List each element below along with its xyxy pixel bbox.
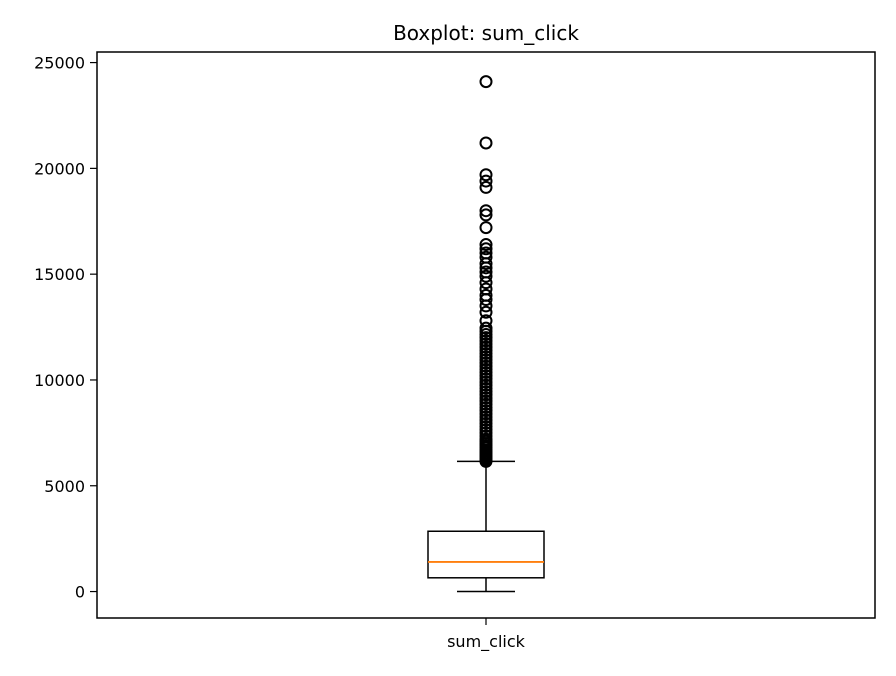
- outlier-point: [479, 136, 493, 150]
- outlier-point: [479, 314, 493, 328]
- y-tick-label: 0: [75, 583, 85, 602]
- outlier-point: [479, 204, 493, 218]
- outlier-point: [479, 282, 493, 296]
- outlier-point: [479, 305, 493, 319]
- outlier-point: [479, 75, 493, 89]
- outlier-point: [479, 246, 493, 260]
- outlier-point: [479, 238, 493, 252]
- x-tick-label: sum_click: [447, 632, 526, 652]
- outlier-point: [479, 288, 493, 302]
- outlier-point: [479, 208, 493, 222]
- box-group: [427, 75, 545, 593]
- iqr-box: [427, 530, 545, 579]
- outlier-point: [479, 221, 493, 235]
- y-tick-label: 10000: [34, 371, 85, 390]
- y-tick-label: 15000: [34, 265, 85, 284]
- axes-frame: [96, 51, 876, 619]
- outlier-point: [479, 180, 493, 194]
- x-axis: sum_click: [447, 618, 526, 652]
- outlier-point: [479, 168, 493, 182]
- outlier-point: [479, 174, 493, 188]
- y-tick-label: 5000: [44, 477, 85, 496]
- outlier-point: [479, 250, 493, 264]
- y-axis: 0 5000 10000 15000 20000 25000: [34, 54, 97, 602]
- plot-area: [427, 75, 545, 593]
- outlier-point: [479, 265, 493, 279]
- outlier-point: [479, 321, 493, 335]
- outlier-point: [479, 269, 493, 283]
- outlier-point: [479, 242, 493, 256]
- y-tick-label: 25000: [34, 54, 85, 73]
- y-tick-label: 20000: [34, 159, 85, 178]
- chart-title: Boxplot: sum_click: [393, 21, 579, 45]
